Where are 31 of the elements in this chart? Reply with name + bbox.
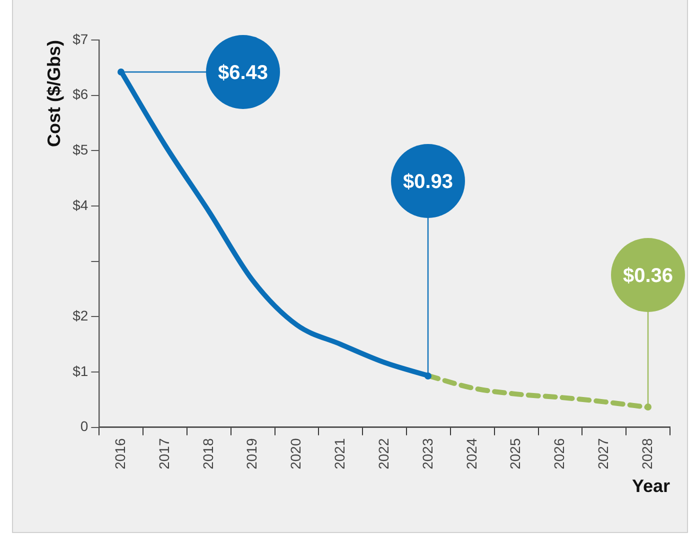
x-tick-label: 2027 [594, 438, 611, 470]
callout-bubble: $0.93 [387, 140, 470, 380]
y-tick-label: $5 [72, 142, 88, 158]
x-tick-label: 2025 [507, 438, 524, 470]
x-tick-label: 2016 [112, 438, 128, 470]
y-tick-label: $6 [72, 86, 88, 102]
y-tick-label: $2 [72, 307, 88, 324]
y-tick-label: $4 [72, 196, 88, 213]
point [424, 372, 432, 380]
x-tick-label: 2026 [551, 438, 568, 470]
y-tick-label: $7 [72, 30, 88, 47]
point [118, 68, 125, 76]
callout-bubble: $6.43 [117, 30, 284, 113]
x-tick-label: 2020 [288, 438, 304, 470]
x-tick-label: 2019 [244, 438, 260, 470]
point [644, 404, 652, 411]
x-tick-label: 2018 [200, 438, 216, 470]
x-tick-label: 2017 [156, 438, 172, 470]
x-tick-label: 2021 [332, 438, 348, 470]
y-tick-label: $1 [72, 362, 88, 379]
x-tick-label: 2023 [419, 438, 436, 470]
x-tick-label: 2022 [375, 438, 392, 470]
y-tick-label: 0 [80, 418, 88, 434]
annotation: $0.93 [403, 170, 454, 193]
x-tick-label: 2024 [463, 438, 480, 470]
y-axis-title: Cost ($/Gbs) [44, 40, 64, 148]
callout-bubble: $0.36 [607, 234, 690, 412]
x-tick-label: 2028 [638, 438, 655, 470]
x-axis-title: Year [632, 476, 670, 496]
annotation: $0.36 [623, 265, 674, 288]
annotation: $6.43 [218, 62, 268, 84]
